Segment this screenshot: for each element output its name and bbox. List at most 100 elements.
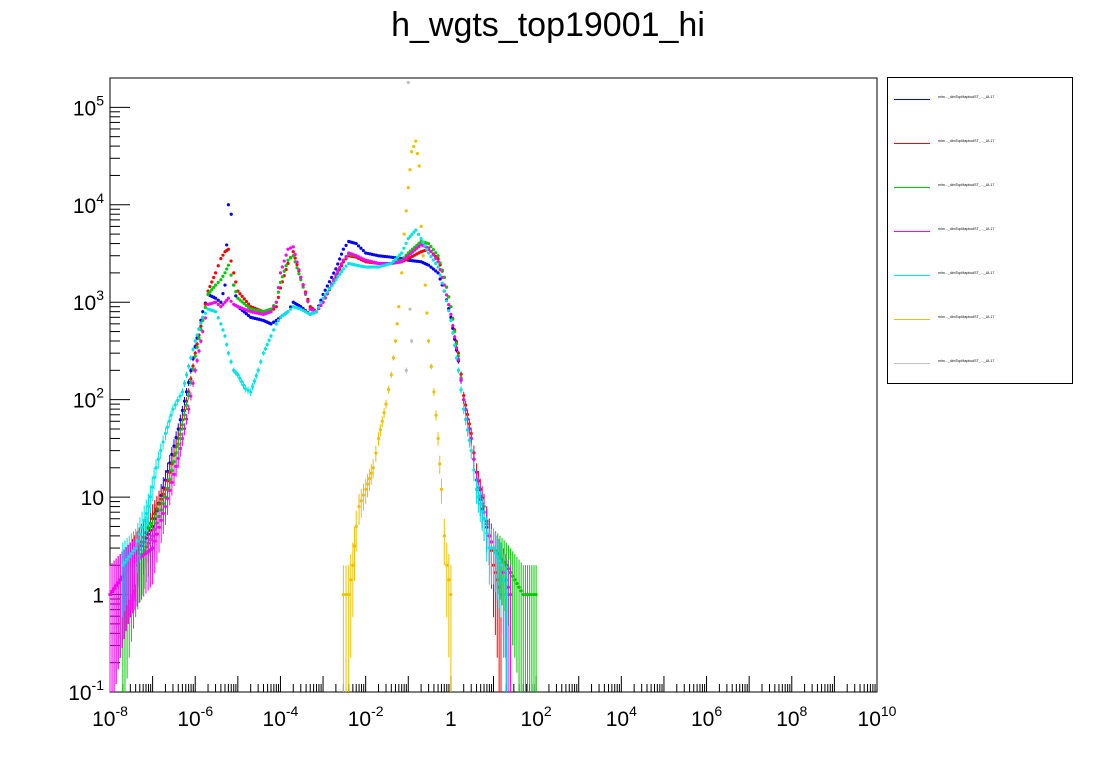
data-point	[226, 203, 230, 207]
data-point	[171, 407, 175, 411]
data-point	[334, 278, 338, 282]
data-point	[291, 250, 295, 254]
data-point	[189, 377, 193, 381]
data-point	[199, 339, 203, 343]
data-point	[131, 549, 136, 553]
data-point	[286, 261, 290, 266]
data-point	[134, 546, 138, 550]
y-tick-label: 10	[81, 487, 104, 510]
data-point	[344, 264, 348, 268]
data-point	[429, 364, 433, 369]
data-point	[180, 437, 185, 441]
data-point	[250, 384, 255, 389]
x-tick-base: 10	[263, 708, 286, 731]
data-point	[219, 305, 223, 309]
legend-entry: mlm..._dimTopMaptoolST_..._UL17	[894, 227, 1070, 237]
data-point	[172, 460, 176, 464]
data-point	[170, 469, 174, 473]
data-point	[389, 373, 393, 377]
data-point	[234, 290, 238, 294]
data-point	[267, 338, 271, 342]
data-point	[238, 376, 242, 380]
data-point	[269, 307, 273, 311]
x-tick-label: 10-8	[92, 703, 128, 731]
data-point	[299, 278, 303, 282]
data-point	[269, 334, 273, 338]
data-point	[178, 432, 182, 437]
x-tick-label: 104	[606, 703, 637, 731]
data-point	[453, 337, 457, 341]
y-tick-label: 105	[73, 92, 104, 120]
data-point	[336, 275, 340, 279]
data-point	[327, 287, 332, 291]
data-point	[427, 241, 431, 246]
data-point	[229, 360, 233, 364]
data-point	[400, 260, 404, 264]
data-point	[232, 271, 236, 275]
x-tick-label: 1	[445, 708, 457, 731]
data-point	[118, 578, 122, 582]
data-point	[154, 466, 158, 470]
data-point	[170, 480, 174, 485]
series-0	[108, 203, 508, 692]
data-point	[404, 256, 408, 260]
data-point	[280, 265, 284, 269]
data-point	[438, 267, 442, 272]
data-point	[284, 253, 288, 257]
data-point	[155, 532, 159, 536]
data-point	[341, 592, 345, 597]
data-point	[236, 296, 240, 300]
data-point	[344, 243, 348, 247]
data-point	[445, 563, 449, 567]
data-point	[319, 298, 323, 302]
data-point	[195, 345, 199, 349]
data-point	[499, 563, 503, 567]
data-point	[146, 549, 150, 554]
data-point	[301, 308, 305, 313]
series-6	[404, 80, 414, 374]
data-point	[434, 261, 438, 266]
data-point	[367, 476, 372, 481]
data-point	[165, 425, 169, 429]
legend-label: mlm..._dimTopMaptoolST_..._UL17	[938, 139, 995, 143]
data-point	[459, 372, 463, 377]
data-point	[203, 302, 207, 306]
data-point	[244, 303, 248, 308]
data-point	[491, 546, 496, 550]
x-tick-base: 1	[445, 708, 457, 731]
data-point	[502, 578, 506, 582]
data-point	[172, 472, 176, 477]
data-point	[336, 269, 340, 273]
data-point	[159, 518, 163, 522]
data-point	[156, 457, 160, 461]
legend: mlm..._dimTopMaptoolST_..._UL17 mlm..._di…	[887, 77, 1073, 384]
data-point	[314, 310, 319, 314]
data-point	[365, 482, 370, 486]
data-point	[278, 280, 283, 284]
data-point	[295, 262, 299, 267]
data-point	[174, 451, 178, 455]
data-point	[517, 585, 521, 589]
data-point	[125, 557, 129, 562]
data-point	[359, 264, 363, 268]
data-point	[180, 390, 184, 394]
data-point	[351, 563, 355, 567]
legend-label: mlm..._dimTopMaptoolST_..._UL17	[938, 183, 995, 187]
data-point	[163, 431, 168, 436]
data-point	[242, 297, 246, 301]
data-point	[447, 295, 451, 299]
data-point	[436, 254, 440, 258]
data-point	[382, 411, 386, 415]
data-point	[508, 592, 513, 597]
y-tick-base: 10	[81, 487, 104, 510]
data-point	[234, 280, 238, 284]
data-point	[404, 209, 408, 213]
data-point	[232, 368, 236, 372]
data-point	[476, 495, 481, 499]
data-point	[223, 283, 227, 287]
data-point	[146, 504, 151, 509]
data-point	[174, 464, 178, 468]
data-point	[216, 298, 220, 302]
data-point	[485, 531, 489, 535]
data-point	[226, 247, 230, 251]
